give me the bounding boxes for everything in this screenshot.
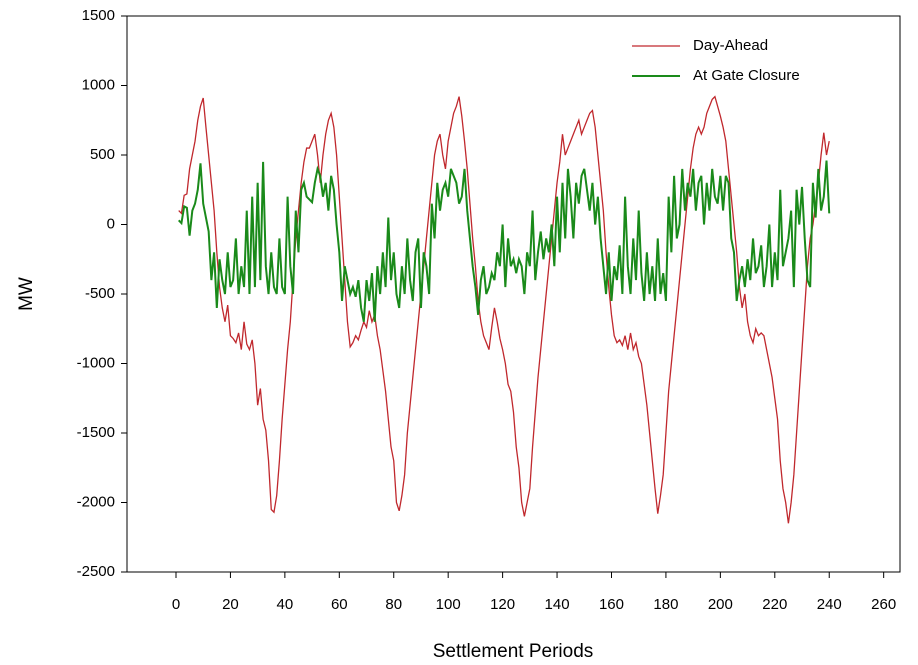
x-tick-label: 200 <box>708 596 733 613</box>
y-tick-label: -2500 <box>77 563 115 580</box>
x-tick-label: 220 <box>762 596 787 613</box>
x-tick-label: 260 <box>871 596 896 613</box>
x-tick-label: 160 <box>599 596 624 613</box>
y-tick-label: -500 <box>85 285 115 302</box>
y-tick-label: -1500 <box>77 424 115 441</box>
x-tick-label: 0 <box>172 596 180 613</box>
legend-label: At Gate Closure <box>693 67 800 84</box>
y-tick-label: -2000 <box>77 493 115 510</box>
y-axis-title: MW <box>16 277 37 311</box>
series-line <box>178 160 831 322</box>
y-tick-label: 500 <box>90 146 115 163</box>
legend-label: Day-Ahead <box>693 37 768 54</box>
x-tick-label: 180 <box>653 596 678 613</box>
y-tick-label: 1000 <box>82 76 115 93</box>
x-tick-label: 40 <box>277 596 294 613</box>
series-line <box>178 95 830 524</box>
x-tick-label: 120 <box>490 596 515 613</box>
plot-frame <box>126 15 901 573</box>
x-tick-label: 20 <box>222 596 239 613</box>
x-tick-label: 240 <box>817 596 842 613</box>
y-tick-label: -1000 <box>77 354 115 371</box>
x-tick-label: 140 <box>545 596 570 613</box>
x-tick-label: 100 <box>436 596 461 613</box>
x-tick-label: 80 <box>385 596 402 613</box>
y-tick-label: 0 <box>107 215 115 232</box>
x-axis-title: Settlement Periods <box>433 641 594 662</box>
y-tick-label: 1500 <box>82 7 115 24</box>
x-tick-label: 60 <box>331 596 348 613</box>
